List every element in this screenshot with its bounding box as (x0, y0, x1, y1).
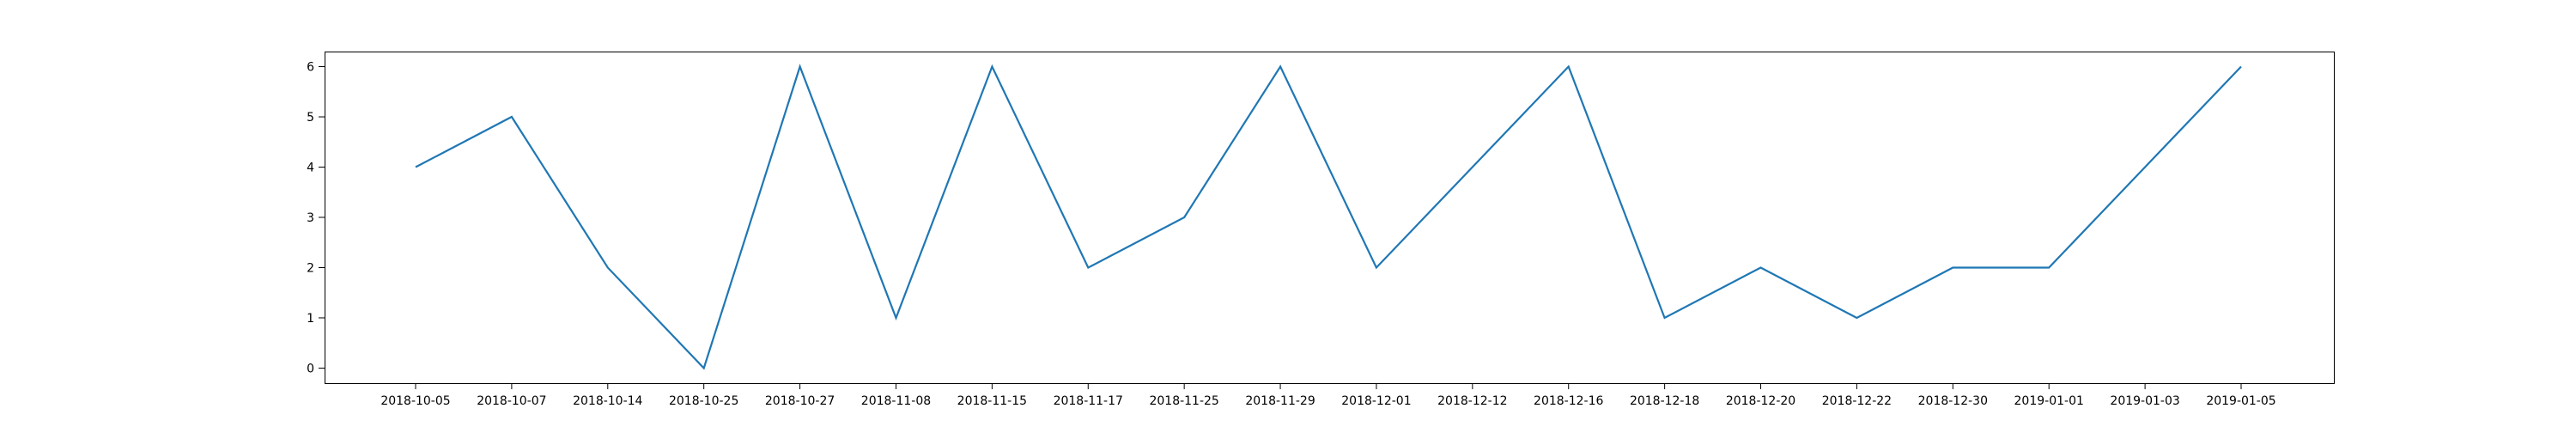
x-tick-label: 2019-01-05 (2206, 394, 2275, 408)
x-tick-label: 2018-12-22 (1822, 394, 1892, 408)
x-tick-label: 2018-12-20 (1726, 394, 1795, 408)
x-tick-label: 2018-10-27 (765, 394, 835, 408)
x-tick-label: 2018-10-05 (380, 394, 450, 408)
plot-frame (325, 52, 2335, 384)
y-tick-label: 0 (307, 362, 314, 375)
x-tick-label: 2018-10-25 (669, 394, 738, 408)
x-tick-label: 2018-12-30 (1918, 394, 1988, 408)
x-tick-label: 2018-11-25 (1149, 394, 1218, 408)
x-tick-label: 2018-10-14 (573, 394, 642, 408)
y-tick-label: 3 (307, 211, 314, 225)
y-tick-label: 6 (307, 61, 314, 75)
x-tick-label: 2018-11-17 (1054, 394, 1123, 408)
y-tick-label: 5 (307, 111, 314, 125)
y-tick-label: 4 (307, 162, 314, 175)
series-line (415, 64, 2242, 370)
x-axis: 2018-10-05 2018-10-07 2018-10-14 2018-10-25… (380, 383, 2276, 408)
x-tick-label: 2019-01-03 (2110, 394, 2179, 408)
x-tick-label: 2018-11-29 (1245, 394, 1315, 408)
y-axis: 0 1 2 3 4 5 6 (307, 61, 325, 375)
x-tick-label: 2018-12-01 (1341, 394, 1411, 408)
x-tick-label: 2018-10-07 (477, 394, 546, 408)
x-tick-label: 2019-01-01 (2014, 394, 2084, 408)
x-tick-label: 2018-11-15 (957, 394, 1027, 408)
y-tick-label: 1 (307, 312, 314, 326)
x-tick-label: 2018-12-12 (1437, 394, 1507, 408)
y-tick-label: 2 (307, 261, 314, 275)
x-tick-label: 2018-12-18 (1630, 394, 1699, 408)
series-layer (415, 64, 2242, 370)
x-tick-label: 2018-11-08 (861, 394, 931, 408)
x-tick-label: 2018-12-16 (1534, 394, 1603, 408)
